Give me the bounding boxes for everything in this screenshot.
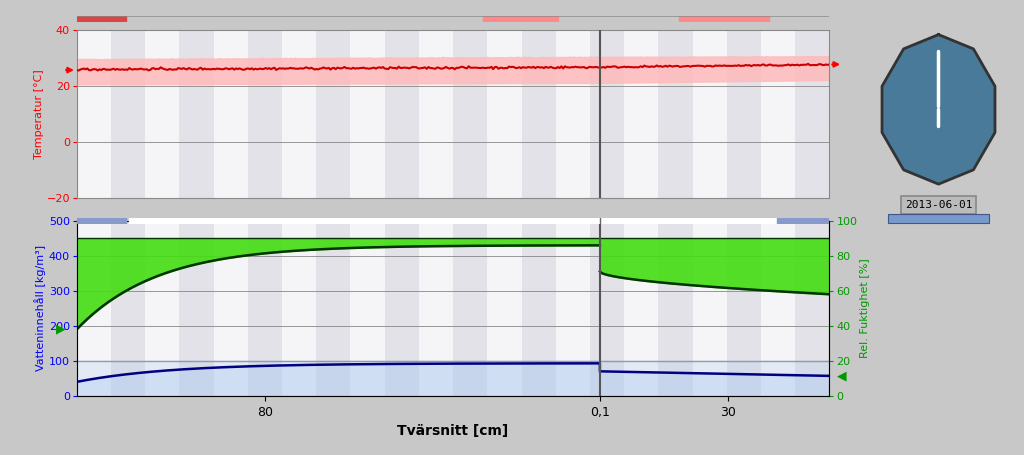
- Bar: [487, 221, 521, 396]
- Bar: [111, 30, 145, 198]
- Bar: [419, 221, 453, 396]
- Bar: [145, 30, 179, 198]
- Bar: [692, 221, 727, 396]
- Bar: [796, 30, 829, 198]
- Bar: [145, 221, 179, 396]
- Bar: [77, 16, 126, 22]
- Bar: [385, 221, 419, 396]
- Bar: [214, 221, 248, 396]
- Y-axis label: Vatteninnehåll [kg/m³]: Vatteninnehåll [kg/m³]: [34, 245, 46, 371]
- Bar: [248, 221, 282, 396]
- Bar: [727, 221, 761, 396]
- Bar: [625, 221, 658, 396]
- Text: 2013-06-01: 2013-06-01: [905, 200, 972, 210]
- Bar: [761, 30, 796, 198]
- Y-axis label: Rel. Fuktighet [%]: Rel. Fuktighet [%]: [860, 258, 870, 358]
- Bar: [556, 221, 590, 396]
- Bar: [350, 221, 385, 396]
- Bar: [761, 221, 796, 396]
- Bar: [179, 30, 214, 198]
- Bar: [487, 30, 521, 198]
- Bar: [419, 30, 453, 198]
- Bar: [248, 30, 282, 198]
- Bar: [385, 30, 419, 198]
- Bar: [77, 30, 111, 198]
- Bar: [625, 30, 658, 198]
- Polygon shape: [882, 35, 995, 184]
- Bar: [692, 30, 727, 198]
- Bar: [888, 214, 989, 223]
- Bar: [521, 221, 556, 396]
- X-axis label: Tvärsnitt [cm]: Tvärsnitt [cm]: [397, 424, 509, 438]
- Bar: [658, 221, 692, 396]
- Bar: [483, 16, 558, 22]
- Bar: [316, 30, 350, 198]
- Text: ◀: ◀: [837, 369, 847, 382]
- Bar: [796, 221, 829, 396]
- Y-axis label: Temperatur [°C]: Temperatur [°C]: [34, 69, 44, 159]
- Text: ▶: ▶: [55, 323, 66, 336]
- Bar: [214, 30, 248, 198]
- Bar: [77, 221, 111, 396]
- Bar: [679, 16, 769, 22]
- Bar: [590, 221, 625, 396]
- Bar: [590, 30, 625, 198]
- Bar: [111, 221, 145, 396]
- Bar: [282, 221, 316, 396]
- Bar: [453, 221, 487, 396]
- Bar: [350, 30, 385, 198]
- Bar: [658, 30, 692, 198]
- Bar: [316, 221, 350, 396]
- Bar: [282, 30, 316, 198]
- Bar: [179, 221, 214, 396]
- Bar: [453, 30, 487, 198]
- Bar: [521, 30, 556, 198]
- Bar: [556, 30, 590, 198]
- Bar: [777, 218, 829, 224]
- Bar: [727, 30, 761, 198]
- Bar: [77, 218, 126, 224]
